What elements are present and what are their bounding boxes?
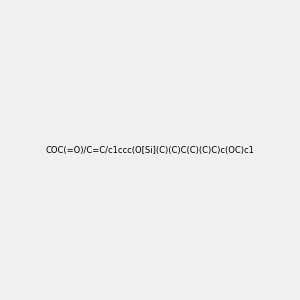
Text: COC(=O)/C=C/c1ccc(O[Si](C)(C)C(C)(C)C)c(OC)c1: COC(=O)/C=C/c1ccc(O[Si](C)(C)C(C)(C)C)c(… — [46, 146, 254, 154]
